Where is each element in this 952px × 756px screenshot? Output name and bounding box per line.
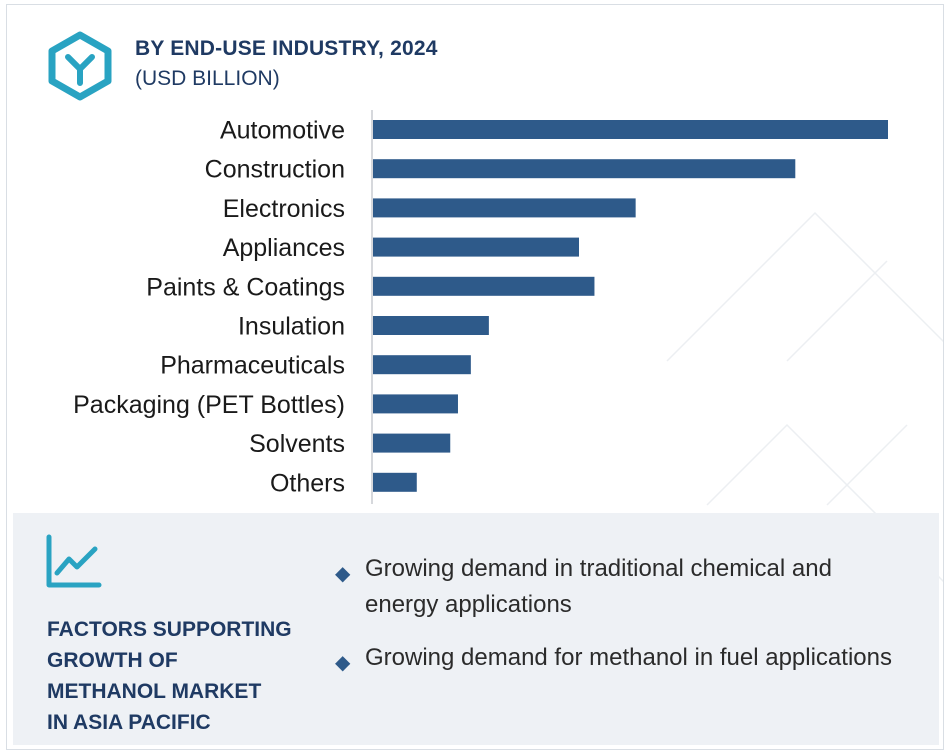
category-label: Solvents (249, 430, 345, 458)
category-label: Others (270, 469, 345, 497)
category-label: Automotive (220, 117, 345, 145)
factor-bullet-item: ◆ Growing demand in traditional chemical… (333, 551, 893, 623)
bar (373, 120, 888, 139)
bar (373, 433, 451, 453)
bar-chart: Automotive Construction Electronics Applian… (73, 110, 888, 504)
factors-heading-line: FACTORS SUPPORTING (47, 618, 292, 641)
factors-bullet-list: ◆ Growing demand in traditional chemical… (333, 551, 893, 693)
factor-bullet-text: Growing demand for methanol in fuel appl… (365, 644, 892, 671)
bar (373, 394, 458, 414)
factors-panel: FACTORS SUPPORTING GROWTH OF METHANOL MA… (13, 513, 939, 745)
category-label: Paints & Coatings (146, 273, 345, 301)
bar (373, 276, 595, 296)
diamond-bullet-icon: ◆ (335, 652, 351, 674)
category-label: Packaging (PET Bottles) (73, 391, 345, 419)
bar (373, 237, 579, 257)
bar (373, 472, 417, 492)
bar (373, 355, 471, 375)
background-watermark-lines (666, 211, 943, 583)
category-label: Construction (205, 156, 345, 184)
category-label: Pharmaceuticals (160, 352, 345, 380)
factors-heading-line: METHANOL MARKET (47, 680, 262, 703)
factors-heading-line: IN ASIA PACIFIC (47, 711, 211, 734)
category-label: Appliances (223, 234, 345, 262)
bar (373, 198, 636, 218)
trend-chart-icon (46, 534, 102, 588)
diamond-bullet-icon: ◆ (335, 563, 351, 585)
category-label: Insulation (238, 313, 345, 341)
bar (373, 316, 489, 335)
factors-heading-line: GROWTH OF (47, 649, 178, 672)
chart-title: BY END-USE INDUSTRY, 2024 (135, 37, 438, 60)
category-label: Electronics (223, 195, 345, 223)
factor-bullet-item: ◆ Growing demand for methanol in fuel ap… (333, 640, 893, 676)
hexagon-y-logo-icon (48, 31, 112, 101)
factors-heading: FACTORS SUPPORTING GROWTH OF METHANOL MA… (47, 614, 327, 738)
infographic-card: BY END-USE INDUSTRY, 2024 (USD BILLION) … (6, 4, 944, 750)
bar (373, 159, 796, 179)
chart-subtitle: (USD BILLION) (135, 67, 280, 90)
factor-bullet-text: Growing demand in traditional chemical a… (365, 555, 832, 618)
